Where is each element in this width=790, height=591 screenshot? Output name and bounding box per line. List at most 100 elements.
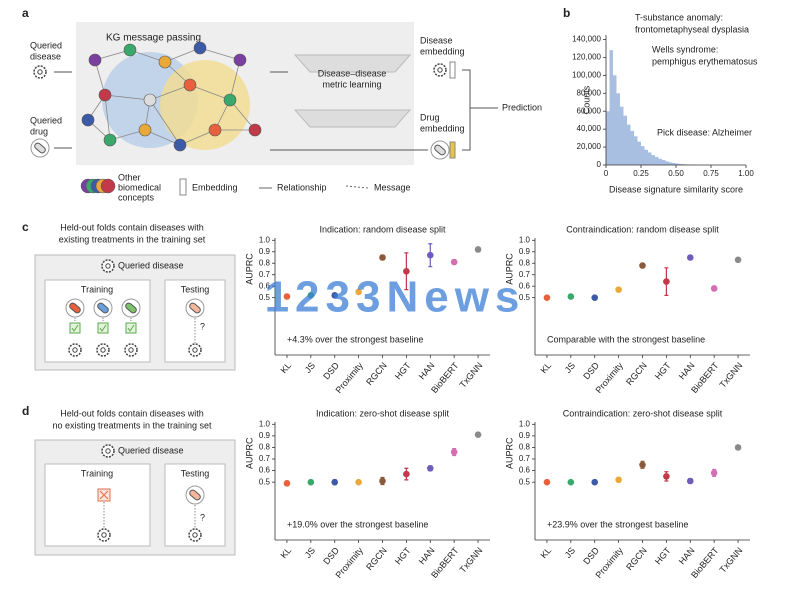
y-tick-label: 0.9 (519, 431, 531, 440)
legend-label: Embedding (192, 182, 238, 192)
kg-node (223, 93, 237, 107)
dot (355, 288, 362, 296)
x-tick-label: JS (303, 360, 317, 374)
x-tick-label: TxGNN (717, 360, 744, 389)
y-tick-label: 0.6 (259, 466, 271, 475)
x-tick-label: TxGNN (457, 545, 484, 574)
label: ? (200, 321, 205, 331)
y-tick-label: 0.9 (259, 247, 271, 256)
y-axis-label: AUPRC (504, 253, 514, 285)
label: Testing (181, 284, 210, 294)
y-tick-label: 60,000 (577, 106, 602, 115)
check-box (125, 322, 137, 334)
histogram-bar (662, 160, 666, 165)
dot (591, 478, 599, 486)
legend-label: Message (374, 182, 411, 192)
annotation: +4.3% over the strongest baseline (287, 334, 423, 344)
x-tick-label: DSD (581, 545, 601, 566)
label: Queried disease (118, 445, 184, 455)
x-tick-label: DSD (321, 360, 341, 381)
y-tick-label: 1.0 (519, 419, 531, 428)
y-axis-label: AUPRC (244, 253, 254, 285)
kg-edge (199, 47, 241, 61)
dot (615, 476, 622, 484)
kg-edge (104, 94, 111, 141)
dot (734, 256, 742, 264)
histogram-bar (606, 111, 610, 165)
label: embedding (420, 123, 465, 133)
x-tick-label: HAN (417, 545, 437, 566)
pill-icon (97, 302, 109, 314)
kg-node (103, 133, 117, 147)
y-tick-label: 0.5 (519, 477, 531, 486)
x-tick-label: HAN (677, 360, 697, 381)
y-axis-label: AUPRC (244, 437, 254, 469)
kg-edge (104, 94, 151, 101)
y-tick-label: 1.0 (259, 235, 271, 244)
y-tick-label: 0.7 (519, 270, 531, 279)
kg-node (193, 41, 207, 55)
panel-label: a (22, 6, 29, 20)
x-tick-label: KL (279, 545, 294, 560)
x-tick-label: HAN (677, 545, 697, 566)
gear-icon (101, 444, 115, 458)
plane (293, 54, 412, 73)
dot (426, 251, 434, 259)
histogram-bar (637, 141, 641, 165)
gear-core (72, 347, 78, 353)
kg-node (98, 88, 112, 102)
bracket (462, 69, 471, 151)
pill-icon (125, 302, 137, 314)
pill-icon (69, 302, 81, 314)
dot (710, 285, 718, 292)
x-tick-label: 0.25 (633, 169, 649, 178)
dot (591, 294, 599, 301)
y-tick-label: 0.6 (519, 281, 531, 290)
histogram-bar (613, 75, 617, 165)
gear-icon (101, 259, 115, 273)
message-icon (345, 185, 369, 189)
gear-icon (96, 343, 110, 357)
pill-icon (434, 144, 446, 156)
x-tick-label: 0.75 (703, 169, 719, 178)
kg-node (158, 55, 172, 69)
kg-node (138, 123, 152, 137)
y-tick-label: 0.8 (519, 443, 531, 452)
gear-icon (68, 343, 82, 357)
kg-edge (179, 129, 216, 146)
kg-edge (189, 84, 231, 101)
y-tick-label: 100,000 (572, 70, 601, 79)
dot (331, 292, 339, 299)
x-tick-label: 0 (604, 169, 609, 178)
check-box (69, 322, 81, 334)
dot (331, 478, 339, 486)
check (99, 324, 107, 332)
cross (99, 490, 109, 500)
blob (160, 60, 250, 150)
embedding-icon (449, 61, 456, 79)
x-tick-label: TxGNN (457, 360, 484, 389)
gear-core (37, 69, 43, 75)
dot (567, 478, 575, 486)
histogram-bar (609, 50, 613, 165)
dot (567, 293, 575, 300)
histogram-bar (620, 106, 624, 165)
kg-node (248, 123, 262, 137)
kg-node (183, 78, 197, 92)
annotation: Wells syndrome: (652, 44, 718, 54)
dot (615, 286, 622, 293)
label: Disease (420, 35, 453, 45)
watermark: 1233News (265, 273, 526, 322)
annotation: pemphigus erythematosus (652, 56, 758, 66)
label: Disease–disease (318, 68, 387, 78)
dot (686, 477, 694, 485)
kg-edge (144, 129, 181, 146)
dot (663, 473, 670, 480)
pill-icon (189, 302, 201, 314)
panel-label: c (22, 220, 29, 234)
panel-d-schematic: Held-out folds contain diseases with no … (34, 408, 236, 556)
panel-a: Queried disease Queried drug KG message … (30, 22, 542, 202)
label: Queried (30, 115, 62, 125)
y-tick-label: 0.8 (259, 258, 271, 267)
kg-node (123, 43, 137, 57)
